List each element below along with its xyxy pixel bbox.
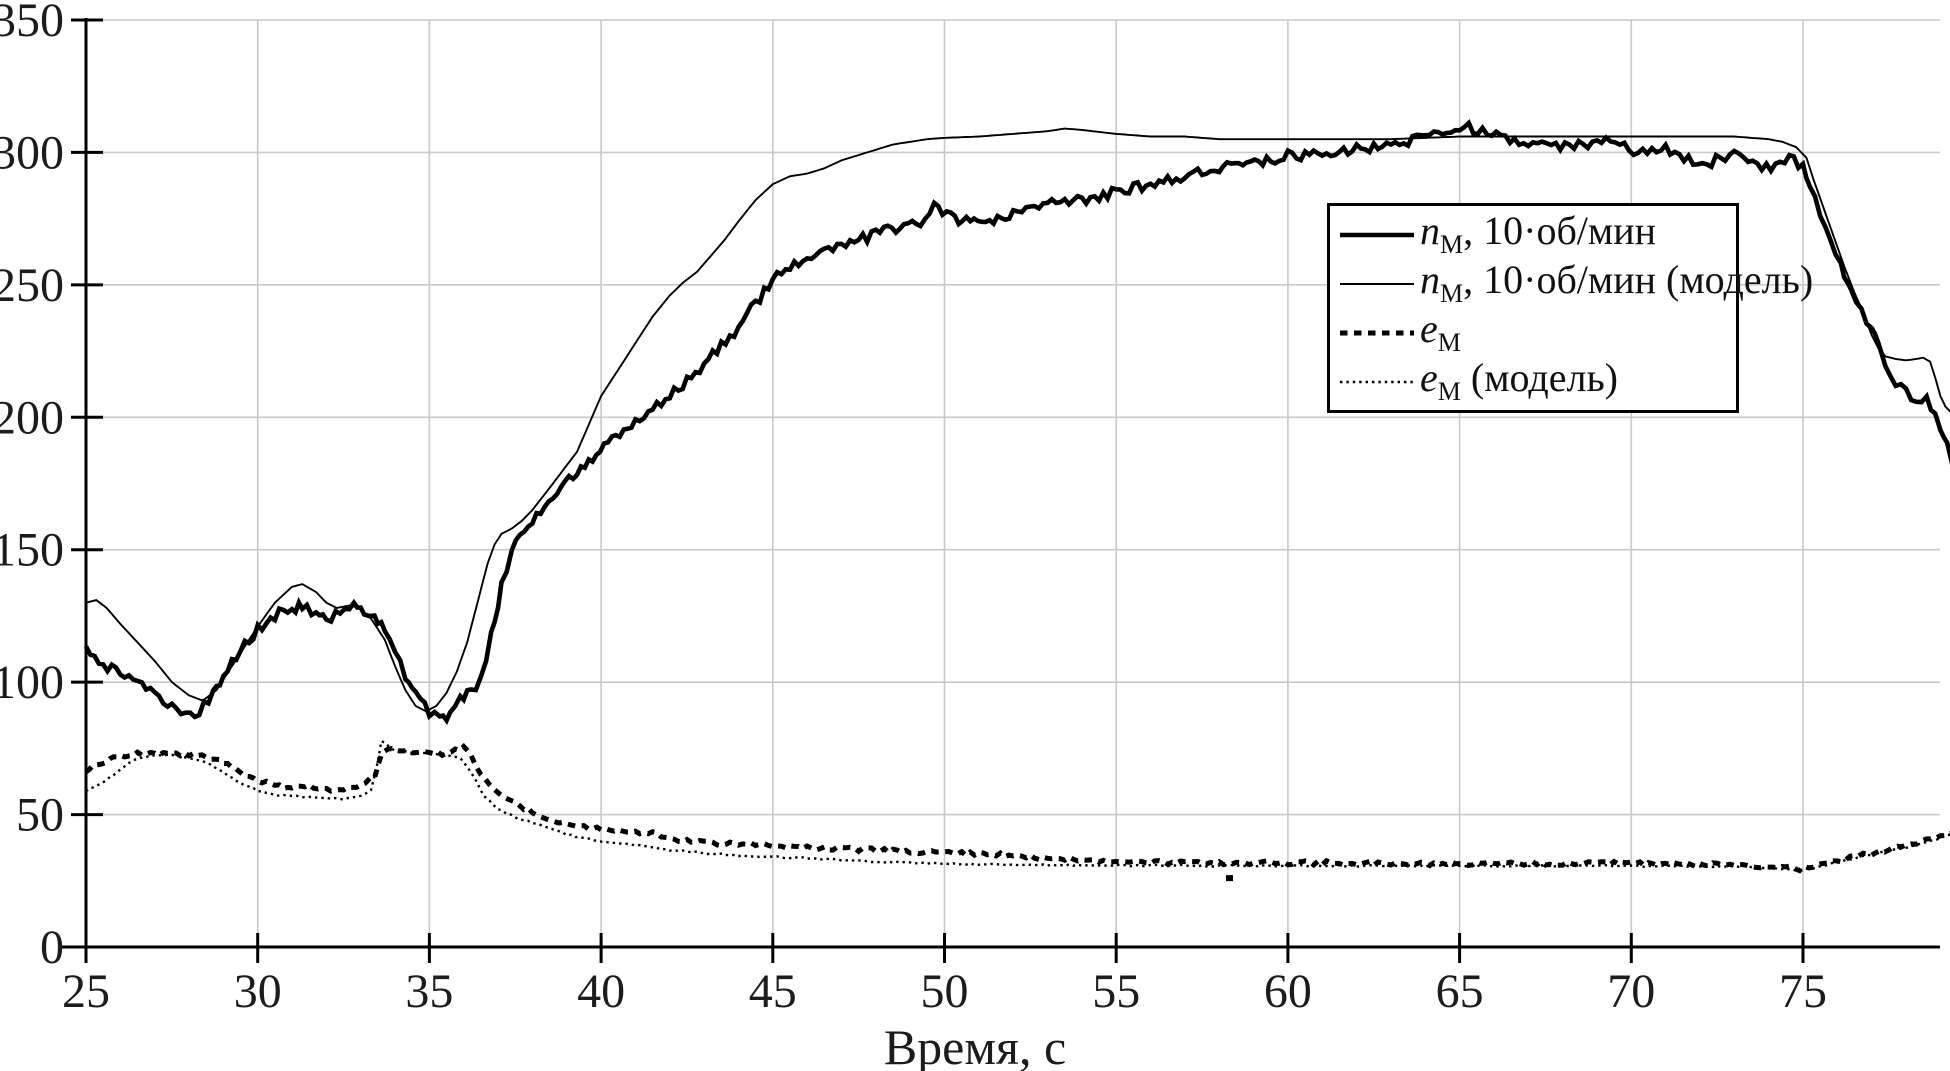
legend-sample-line-thin-solid (1340, 282, 1414, 285)
legend-rest: , 10·об/мин (модель) (1463, 257, 1814, 302)
series-line-thick-dashed (84, 742, 1950, 874)
series-line-thin-solid (85, 127, 1950, 713)
legend-label: eМ (модель) (1420, 358, 1618, 405)
y-tick-label: 300 (0, 126, 64, 179)
legend-sub: М (1440, 279, 1464, 308)
legend-sub: М (1437, 328, 1461, 357)
legend-var: e (1420, 306, 1438, 351)
legend-sub: М (1437, 377, 1461, 406)
legend-var: e (1420, 355, 1438, 400)
legend-sub: М (1440, 230, 1464, 259)
x-tick-label: 60 (1264, 965, 1312, 1018)
x-tick-label: 25 (62, 965, 110, 1018)
legend-sample-line-dotted (1340, 380, 1414, 383)
outlier-point (1226, 875, 1234, 882)
y-tick-label: 50 (16, 789, 64, 842)
y-tick-label: 0 (40, 921, 64, 974)
x-tick-label: 65 (1436, 965, 1484, 1018)
legend-var: n (1420, 208, 1440, 253)
legend-label: nМ, 10·об/мин (1420, 211, 1656, 258)
x-tick-label: 70 (1607, 965, 1655, 1018)
legend-var: n (1420, 257, 1440, 302)
legend-item: nМ, 10·об/мин (модель) (1338, 260, 1813, 307)
x-tick-label: 45 (749, 965, 797, 1018)
y-tick-label: 200 (0, 391, 64, 444)
y-tick-label: 350 (0, 0, 64, 47)
legend-item: nМ, 10·об/мин (1338, 211, 1730, 258)
x-axis-title: Время, с (883, 1019, 1067, 1071)
legend-rest: (модель) (1460, 355, 1618, 400)
legend-label: nМ, 10·об/мин (модель) (1420, 260, 1813, 307)
y-tick-label: 100 (0, 656, 64, 709)
series-line-thick-solid (83, 119, 1950, 725)
x-tick-label: 35 (405, 965, 453, 1018)
x-tick-label: 75 (1779, 965, 1827, 1018)
legend-label: eМ (1420, 309, 1461, 356)
legend-item: eМ (модель) (1338, 358, 1730, 405)
legend-item: eМ (1338, 309, 1730, 356)
legend-rest: , 10·об/мин (1463, 208, 1657, 253)
x-tick-label: 30 (234, 965, 282, 1018)
x-tick-label: 50 (921, 965, 969, 1018)
legend-sample-line-thick-dashed (1340, 330, 1414, 335)
y-tick-label: 150 (0, 524, 64, 577)
x-tick-label: 55 (1092, 965, 1140, 1018)
y-tick-label: 250 (0, 259, 64, 312)
legend-box: nМ, 10·об/мин nМ, 10·об/мин (модель) eМ … (1327, 203, 1813, 413)
x-tick-label: 40 (577, 965, 625, 1018)
legend-sample-line-thick-solid (1340, 232, 1414, 237)
series-line-dotted (85, 739, 1950, 872)
